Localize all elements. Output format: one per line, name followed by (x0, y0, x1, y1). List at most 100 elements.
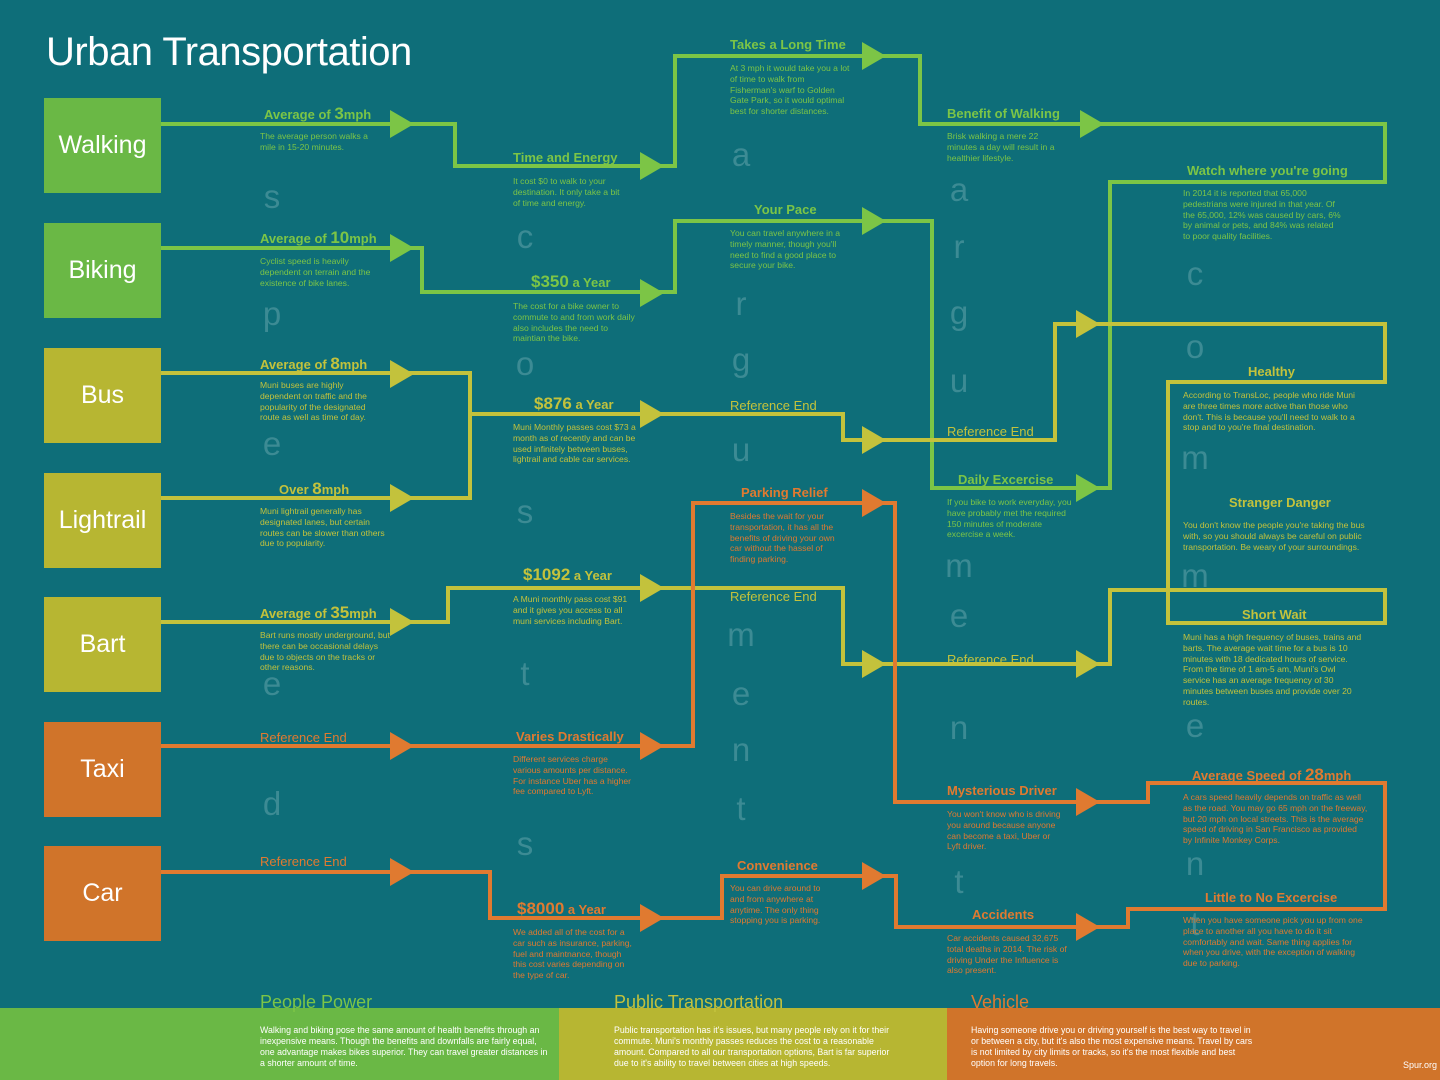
taxi-cost-desc: Different services charge various amount… (513, 754, 631, 797)
stranger-desc: You don't know the people you're taking … (1183, 520, 1365, 552)
car-speed-heading: Average Speed of 28mph (1192, 765, 1352, 784)
argument-letter: m (727, 616, 755, 653)
argument2-letter: u (949, 362, 969, 399)
costs-letter: c (516, 218, 534, 255)
bart-arg-ref: Reference End (730, 589, 817, 604)
healthy-heading: Healthy (1248, 364, 1295, 379)
mode-car: Car (44, 846, 161, 941)
car-accidents-heading: Accidents (972, 907, 1035, 922)
biking-exercise-heading: Daily Excercise (958, 472, 1054, 487)
walking-arg-heading: Takes a Long Time (730, 37, 846, 52)
walking-cost-heading: Time and Energy (513, 150, 618, 165)
argument-letter: u (731, 431, 751, 468)
comment-letter: o (1185, 328, 1205, 365)
little-exercise-desc: When you have someone pick you up from o… (1183, 915, 1363, 969)
walking-benefit-desc: Brisk walking a mere 22 minutes a day wi… (947, 131, 1055, 163)
mode-biking: Biking (44, 223, 161, 318)
bus-speed-desc: Muni buses are highly dependent on traff… (260, 380, 367, 423)
bart-speed-desc: Bart runs mostly underground, but there … (260, 630, 390, 673)
car-accidents-desc: Car accidents caused 32,675 total deaths… (947, 933, 1067, 976)
stranger-heading: Stranger Danger (1229, 495, 1331, 510)
page-title: Urban Transportation (46, 30, 412, 74)
comment-letter: n (1185, 845, 1205, 882)
footer-vehicle (947, 1008, 1440, 1080)
biking-arg-heading: Your Pace (754, 202, 817, 217)
bus-cost-heading: $876 a Year (534, 394, 614, 413)
argument2-letter: r (953, 228, 965, 265)
argument2-letter: t (954, 863, 964, 900)
walking-speed-heading: Average of 3mph (264, 104, 372, 123)
lightrail-speed-heading: Over 8mph (279, 479, 350, 498)
mode-bus: Bus (44, 348, 161, 443)
source-credit: Spur.org (1403, 1060, 1438, 1070)
taxi-cost-heading: Varies Drastically (516, 729, 624, 744)
biking-flow-line-part (161, 246, 675, 294)
walking-cost-desc: It cost $0 to walk to your destination. … (513, 176, 620, 208)
footer-vehicle-heading: Vehicle (971, 992, 1030, 1012)
footer-people-desc: Walking and biking pose the same amount … (260, 1025, 548, 1068)
footer-public-heading: Public Transportation (614, 992, 784, 1012)
mode-taxi: Taxi (44, 722, 161, 817)
taxi-driver-heading: Mysterious Driver (947, 783, 1057, 798)
biking-arg-desc: You can travel anywhere in a timely mann… (730, 228, 841, 271)
yellow-arrowheads (390, 310, 1100, 678)
argument-letter: a (731, 136, 751, 173)
argument2-letter: a (949, 171, 969, 208)
taxi-arg-heading: Parking Relief (741, 485, 828, 500)
shortwait-heading: Short Wait (1242, 607, 1307, 622)
lightrail-speed-desc: Muni lightrail generally has designated … (260, 506, 385, 549)
comment-letter: m (1181, 557, 1209, 594)
taxi-driver-desc: You won't know who is driving you around… (947, 809, 1061, 852)
car-cost-desc: We added all of the cost for a car such … (513, 927, 632, 981)
bart-arg2-ref: Reference End (947, 652, 1034, 667)
bus-flow-line (161, 371, 472, 500)
bart-cost-heading: $1092 a Year (523, 565, 612, 584)
healthy-desc: According to TransLoc, people who ride M… (1183, 390, 1355, 433)
biking-speed-desc: Cyclist speed is heavily dependent on te… (260, 256, 371, 288)
bus-cost-desc: Muni Monthly passes cost $73 a month as … (513, 422, 636, 465)
comment-letter: c (1186, 255, 1204, 292)
walking-benefit-heading: Benefit of Walking (947, 106, 1060, 121)
comment-letter: m (1181, 439, 1209, 476)
argument-letter: g (731, 341, 751, 378)
mode-lightrail: Lightrail (44, 473, 161, 568)
green-arrowheads (390, 42, 1104, 502)
taxi-speed-ref: Reference End (260, 730, 347, 745)
speed-letter: p (262, 295, 282, 332)
argument2-letter: g (949, 294, 969, 331)
taxi-flow-line (161, 501, 1387, 929)
argument2-letter: m (945, 547, 973, 584)
shortwait-desc: Muni has a high frequency of buses, trai… (1183, 632, 1362, 707)
footer-vehicle-desc: Having someone drive you or driving your… (971, 1025, 1253, 1068)
biking-speed-heading: Average of 10mph (260, 228, 377, 247)
car-speed-desc: A cars speed heavily depends on traffic … (1183, 792, 1368, 846)
argument-letter: e (731, 675, 751, 712)
footer-people-power (0, 1008, 559, 1080)
speed-letter: e (262, 665, 282, 702)
biking-cost-desc: The cost for a bike owner to commute to … (513, 301, 635, 344)
bart-cost-desc: A Muni monthly pass cost $91 and it give… (513, 594, 628, 626)
bus-arg2-ref: Reference End (947, 424, 1034, 439)
bus-cost-line (161, 322, 1387, 666)
comment-letter: t (1190, 905, 1200, 942)
car-arg-heading: Convenience (737, 858, 818, 873)
walking-speed-desc: The average person walks a mile in 15-20… (260, 131, 368, 152)
car-cost-heading: $8000 a Year (517, 899, 606, 918)
orange-arrowheads (390, 489, 1100, 941)
footer-public-desc: Public transportation has it's issues, b… (614, 1025, 890, 1068)
speed-letter: e (262, 425, 282, 462)
biking-cost-heading: $350 a Year (531, 272, 611, 291)
mode-bart: Bart (44, 597, 161, 692)
comment-letter: e (1185, 707, 1205, 744)
walking-arg-desc: At 3 mph it would take you a lot of time… (730, 63, 850, 117)
car-speed-ref: Reference End (260, 854, 347, 869)
footer-public-transportation (559, 1008, 947, 1080)
biking-exercise-desc: If you bike to work everyday, you have p… (947, 497, 1072, 540)
footer-people-heading: People Power (260, 992, 373, 1012)
costs-letter: t (520, 655, 530, 692)
argument2-letter: n (949, 709, 969, 746)
car-arg-desc: You can drive around to and from anywher… (730, 883, 821, 926)
watch-heading: Watch where you're going (1187, 163, 1348, 178)
costs-letter: s (516, 493, 534, 530)
